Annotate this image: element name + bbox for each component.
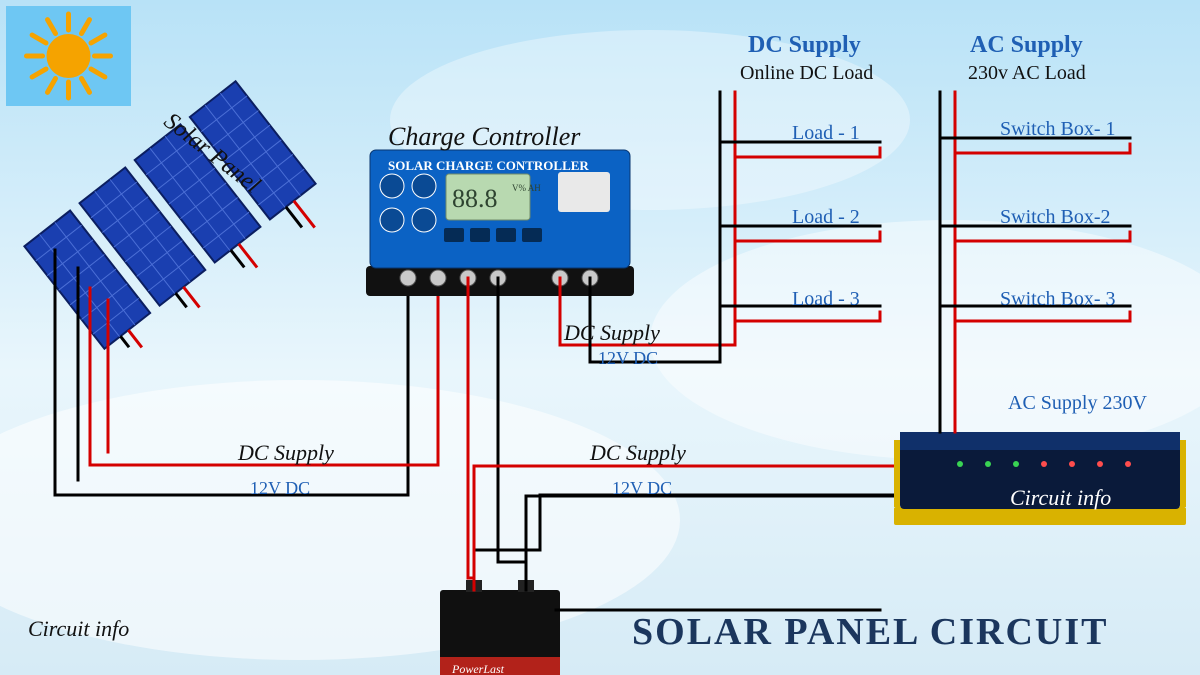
label-ac_supply_hdr: AC Supply bbox=[970, 32, 1083, 59]
label-sw1: Switch Box- 1 bbox=[1000, 118, 1116, 141]
label-sw2: Switch Box-2 bbox=[1000, 206, 1111, 229]
label-load2: Load - 2 bbox=[792, 206, 860, 229]
label-online_dc_load: Online DC Load bbox=[740, 62, 873, 85]
label-dc_12_r: 12V DC bbox=[612, 478, 672, 499]
label-load3: Load - 3 bbox=[792, 288, 860, 311]
diagram-stage: Solar PanelCharge ControllerDC SupplyOnl… bbox=[0, 0, 1200, 675]
label-circuit_info_l: Circuit info bbox=[28, 616, 129, 642]
label-lcd_suffix: V% AH bbox=[512, 183, 541, 193]
label-sw3: Switch Box- 3 bbox=[1000, 288, 1116, 311]
label-title: SOLAR PANEL CIRCUIT bbox=[632, 610, 1108, 654]
label-dc_supply_r: DC Supply bbox=[590, 440, 686, 466]
label-ac_supply_230: AC Supply 230V bbox=[1008, 392, 1147, 415]
label-dc_supply_mid: DC Supply bbox=[564, 320, 660, 346]
label-circuit_info_inv: Circuit info bbox=[1010, 485, 1111, 511]
label-charge_controller: Charge Controller bbox=[388, 122, 580, 152]
label-dc_12_mid: 12V DC bbox=[598, 348, 658, 369]
label-dc_12_l: 12V DC bbox=[250, 478, 310, 499]
label-battery_brand: PowerLast bbox=[452, 662, 504, 675]
label-controller_face: SOLAR CHARGE CONTROLLER bbox=[388, 158, 589, 174]
label-dc_supply_hdr: DC Supply bbox=[748, 32, 861, 59]
label-lcd_text: 88.8 bbox=[452, 184, 498, 214]
label-load1: Load - 1 bbox=[792, 122, 860, 145]
label-ac_load_hdr: 230v AC Load bbox=[968, 62, 1086, 85]
label-dc_supply_l: DC Supply bbox=[238, 440, 334, 466]
